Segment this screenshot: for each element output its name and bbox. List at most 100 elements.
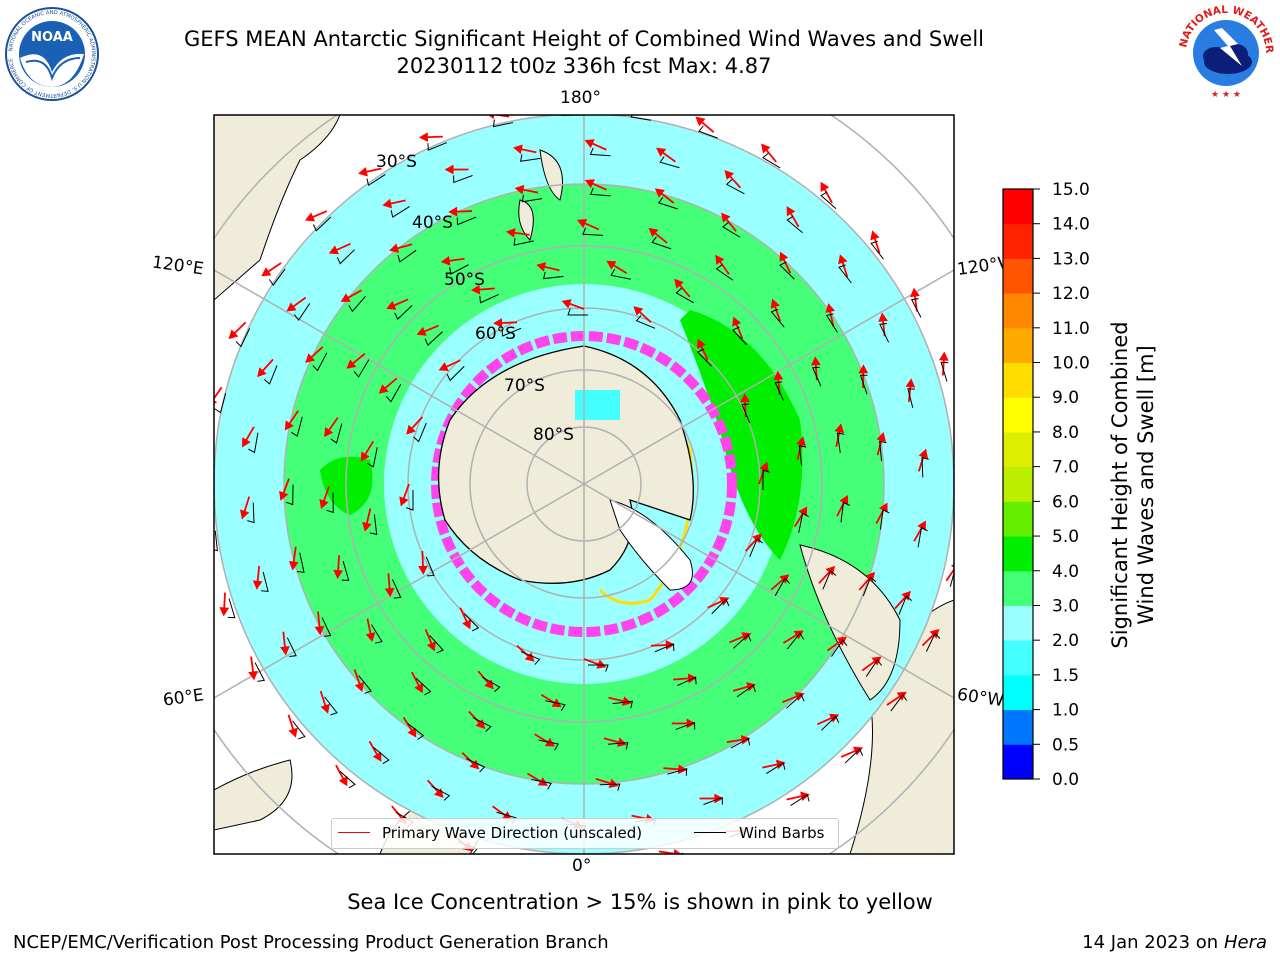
- wind-barb: [520, 651, 541, 665]
- wave-arrow-head: [304, 212, 316, 222]
- wind-barb: [786, 693, 805, 709]
- wind-barb: [463, 613, 480, 632]
- wind-barb: [599, 783, 621, 791]
- wind-barb: [291, 416, 303, 437]
- wind-barb: [513, 238, 534, 246]
- wave-arrow-head: [418, 565, 428, 575]
- map-legend: Primary Wave Direction (unscaled) Wind B…: [331, 818, 839, 849]
- wind-barb: [910, 298, 922, 318]
- wave-arrow: [590, 859, 611, 866]
- footer-branch: NCEP/EMC/Verification Post Processing Pr…: [13, 932, 609, 953]
- wave-arrow-head: [414, 683, 424, 694]
- wind-barb: [774, 381, 785, 401]
- wind-barb: [227, 598, 236, 619]
- wind-barb: [898, 595, 913, 615]
- wave-arrow-head: [346, 359, 357, 369]
- wind-barb: [312, 216, 332, 232]
- wind-barb: [940, 361, 949, 382]
- wind-barb: [844, 748, 864, 764]
- wave-arrow-head: [386, 300, 397, 310]
- wind-barb: [248, 432, 259, 454]
- wave-arrow-head: [514, 184, 525, 195]
- wind-barb: [261, 571, 269, 592]
- wind-barb: [715, 264, 734, 281]
- wind-barb: [890, 694, 908, 712]
- wind-barb: [711, 598, 730, 615]
- wind-barb: [821, 715, 840, 731]
- lat-label-50s: 50°S: [444, 270, 485, 290]
- wind-barb: [330, 423, 343, 444]
- wave-arrow-head: [533, 859, 540, 865]
- wind-barb: [348, 295, 366, 313]
- wind-barb: [779, 261, 795, 280]
- wind-barb: [341, 561, 350, 581]
- lat-label-60s: 60°S: [475, 324, 516, 344]
- wave-arrow-head: [444, 164, 454, 175]
- wave-arrow-head: [426, 641, 436, 652]
- wind-barb: [594, 865, 614, 872]
- wind-barb: [492, 119, 514, 128]
- wave-arrow: [214, 386, 223, 400]
- ross-sea-open: [575, 390, 620, 420]
- lon-label-180: 180°: [560, 88, 601, 108]
- wind-barb: [371, 624, 383, 644]
- wave-arrow-head: [204, 539, 211, 546]
- wave-arrow: [945, 568, 954, 582]
- wave-arrow-head: [834, 423, 845, 434]
- wind-barb: [268, 268, 286, 286]
- wave-arrow-head: [606, 260, 617, 270]
- wave-arrow-head: [656, 147, 667, 157]
- wave-arrow-head: [820, 181, 830, 192]
- wind-barb: [385, 384, 402, 403]
- wave-arrow-head: [633, 306, 644, 316]
- wave-arrow-head: [786, 206, 796, 217]
- wind-barb: [733, 634, 752, 649]
- footer-date-text: 14 Jan 2023 on: [1082, 932, 1224, 953]
- wave-arrow-head: [378, 384, 389, 394]
- wind-barb: [607, 742, 629, 750]
- wind-barb: [870, 240, 884, 260]
- wave-arrow-head: [825, 303, 835, 313]
- wind-barb: [424, 331, 443, 346]
- wave-arrow-head: [284, 420, 294, 431]
- wave-arrow-head: [389, 243, 400, 253]
- wind-barb: [293, 303, 311, 321]
- wind-barb: [358, 675, 373, 694]
- wind-barb: [501, 327, 522, 337]
- wind-barb: [406, 490, 414, 511]
- new-zealand-land: [539, 149, 563, 201]
- wind-barb: [962, 499, 970, 519]
- wave-arrow-head: [536, 262, 547, 272]
- wind-barb: [254, 662, 266, 682]
- wind-barb: [612, 700, 633, 709]
- wave-arrow-head: [715, 254, 725, 265]
- wind-barb: [427, 142, 448, 151]
- wind-barb: [446, 365, 465, 382]
- wind-barb: [366, 174, 386, 187]
- wave-arrow-head: [288, 560, 299, 571]
- wave-arrow-head: [506, 228, 516, 238]
- lat-label-70s: 70°S: [504, 376, 545, 396]
- wave-arrow-head: [796, 436, 806, 447]
- wave-arrow-head: [870, 230, 880, 241]
- wave-arrow-head: [740, 393, 750, 403]
- wave-arrow-head: [779, 251, 789, 262]
- wave-arrow-head: [360, 451, 370, 462]
- wind-barb: [732, 326, 747, 345]
- wave-arrow-head: [338, 776, 348, 787]
- svg-text:★ ★ ★: ★ ★ ★: [1211, 90, 1241, 100]
- wave-arrow-head: [677, 764, 688, 775]
- wind-barb: [297, 552, 305, 573]
- wind-barb: [651, 236, 672, 250]
- wave-arrow-head: [279, 490, 289, 501]
- wave-arrow-head: [418, 132, 429, 142]
- legend-barb-swatch: [694, 832, 726, 833]
- wind-barb: [811, 366, 822, 387]
- wind-barb: [762, 152, 781, 169]
- wave-arrow-head: [470, 284, 481, 295]
- wave-arrow-head: [714, 793, 724, 804]
- wind-barb: [521, 194, 543, 203]
- wave-arrow-head: [280, 646, 290, 656]
- wave-arrow-head: [362, 521, 372, 532]
- wave-arrow-head: [333, 569, 344, 580]
